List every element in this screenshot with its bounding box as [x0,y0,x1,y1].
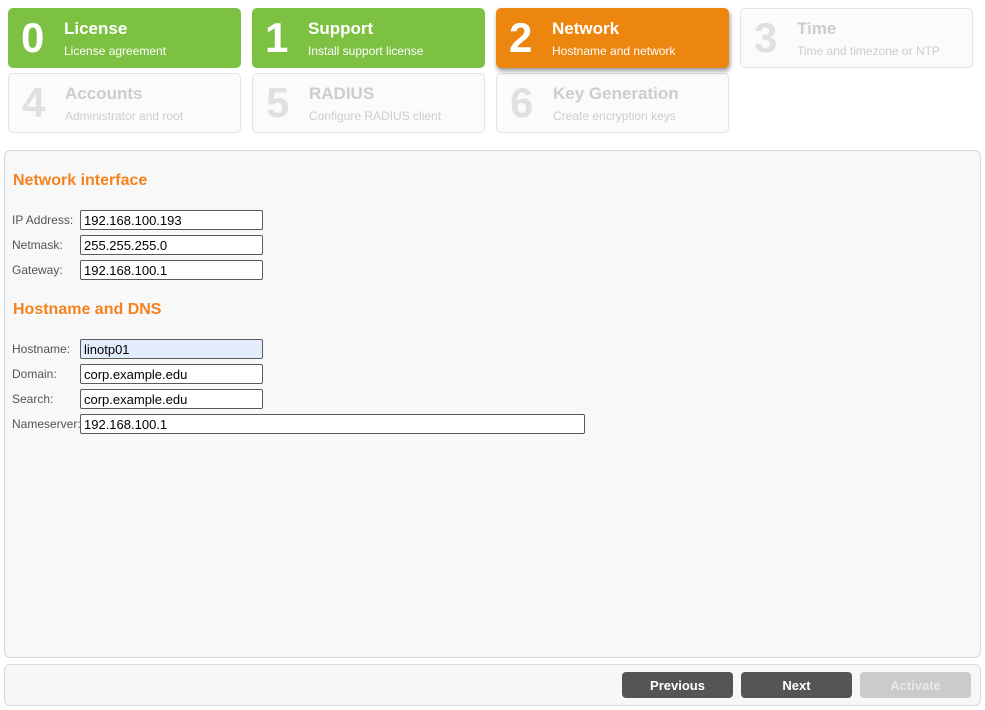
step-subtitle: Install support license [308,43,424,58]
search-domain-label: Search: [12,392,54,406]
step-number: 5 [266,79,290,126]
step-number: 4 [22,79,46,126]
form-row-domain: Domain: [12,364,972,384]
step-title: RADIUS [309,83,375,103]
step-subtitle: Time and timezone or NTP [797,43,940,58]
hostname-input[interactable] [80,339,263,359]
step-number: 2 [509,14,533,61]
step-number: 3 [754,14,778,61]
nameserver-label: Nameserver: [12,417,81,431]
step-card-radius: 5 RADIUS Configure RADIUS client [252,73,485,133]
step-card-key-generation: 6 Key Generation Create encryption keys [496,73,729,133]
step-number: 1 [265,14,289,61]
activate-button: Activate [860,672,971,698]
step-title: Support [308,18,374,38]
step-card-time: 3 Time Time and timezone or NTP [740,8,973,68]
form-row-ip-address: IP Address: [12,210,972,230]
nameserver-input[interactable] [80,414,585,434]
next-button[interactable]: Next [741,672,852,698]
step-title: Accounts [65,83,143,103]
domain-label: Domain: [12,367,57,381]
step-title: Network [552,18,620,38]
step-title: License [64,18,128,38]
gateway-label: Gateway: [12,263,63,277]
step-title: Key Generation [553,83,679,103]
network-settings-panel: Network interface IP Address: Netmask: G… [4,150,981,658]
step-subtitle: Configure RADIUS client [309,108,442,123]
form-row-gateway: Gateway: [12,260,972,280]
network-interface-heading: Network interface [13,172,148,189]
netmask-label: Netmask: [12,238,63,252]
ip-address-input[interactable] [80,210,263,230]
ip-address-label: IP Address: [12,213,74,227]
step-card-license[interactable]: 0 License License agreement [8,8,241,68]
step-card-network-active[interactable]: 2 Network Hostname and network [496,8,729,68]
hostname-label: Hostname: [12,342,71,356]
step-title: Time [797,18,837,38]
form-row-nameserver: Nameserver: [12,414,972,434]
netmask-input[interactable] [80,235,263,255]
form-row-search: Search: [12,389,972,409]
step-number: 0 [21,14,45,61]
step-subtitle: Administrator and root [65,108,184,123]
wizard-step-nav: 0 License License agreement 1 Support In… [8,8,974,133]
form-row-hostname: Hostname: [12,339,972,359]
step-subtitle: Create encryption keys [553,108,676,123]
wizard-footer: Previous Next Activate [4,664,981,706]
form-row-netmask: Netmask: [12,235,972,255]
step-number: 6 [510,79,534,126]
step-subtitle: License agreement [64,43,167,58]
previous-button[interactable]: Previous [622,672,733,698]
hostname-dns-heading: Hostname and DNS [13,301,162,318]
search-domain-input[interactable] [80,389,263,409]
step-card-accounts: 4 Accounts Administrator and root [8,73,241,133]
step-subtitle: Hostname and network [552,43,676,58]
step-card-support[interactable]: 1 Support Install support license [252,8,485,68]
domain-input[interactable] [80,364,263,384]
gateway-input[interactable] [80,260,263,280]
